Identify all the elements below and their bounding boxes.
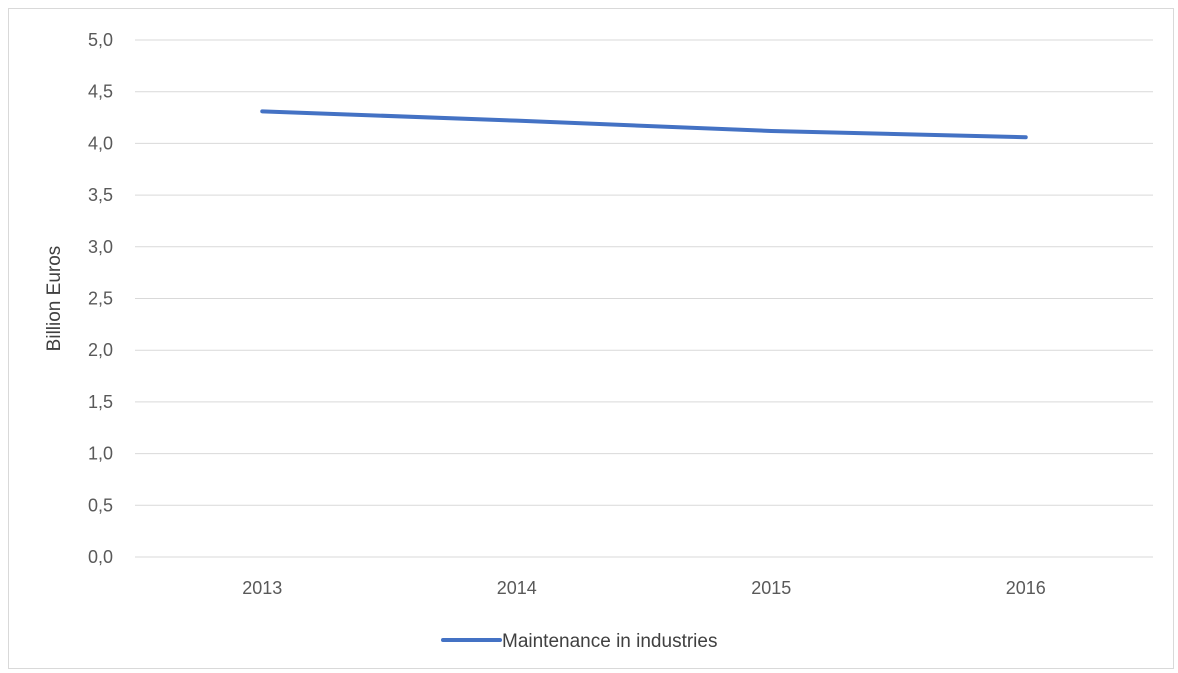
x-tick-label: 2016 [1006, 578, 1046, 598]
x-tick-labels: 2013 2014 2015 2016 [242, 578, 1046, 598]
chart-frame [8, 8, 1174, 669]
y-axis-title: Billion Euros [44, 246, 65, 352]
y-tick-label: 1,0 [88, 444, 113, 464]
y-tick-label: 4,0 [88, 133, 113, 153]
y-tick-label: 1,5 [88, 392, 113, 412]
y-tick-label: 0,5 [88, 495, 113, 515]
y-tick-label: 3,5 [88, 185, 113, 205]
y-tick-label: 2,0 [88, 340, 113, 360]
y-tick-label: 5,0 [88, 30, 113, 50]
y-tick-label: 2,5 [88, 289, 113, 309]
y-tick-labels: 0,0 0,5 1,0 1,5 2,0 2,5 3,0 3,5 4,0 4,5 5,0 [88, 30, 113, 567]
series-line [260, 109, 1028, 140]
legend: Maintenance in industries [441, 631, 717, 652]
x-tick-label: 2013 [242, 578, 282, 598]
series-lines [260, 109, 1028, 140]
legend-label: Maintenance in industries [502, 631, 717, 652]
x-tick-label: 2014 [497, 578, 537, 598]
y-tick-label: 4,5 [88, 82, 113, 102]
gridlines [135, 39, 1153, 558]
y-tick-label: 0,0 [88, 547, 113, 567]
y-tick-label: 3,0 [88, 237, 113, 257]
x-tick-label: 2015 [751, 578, 791, 598]
